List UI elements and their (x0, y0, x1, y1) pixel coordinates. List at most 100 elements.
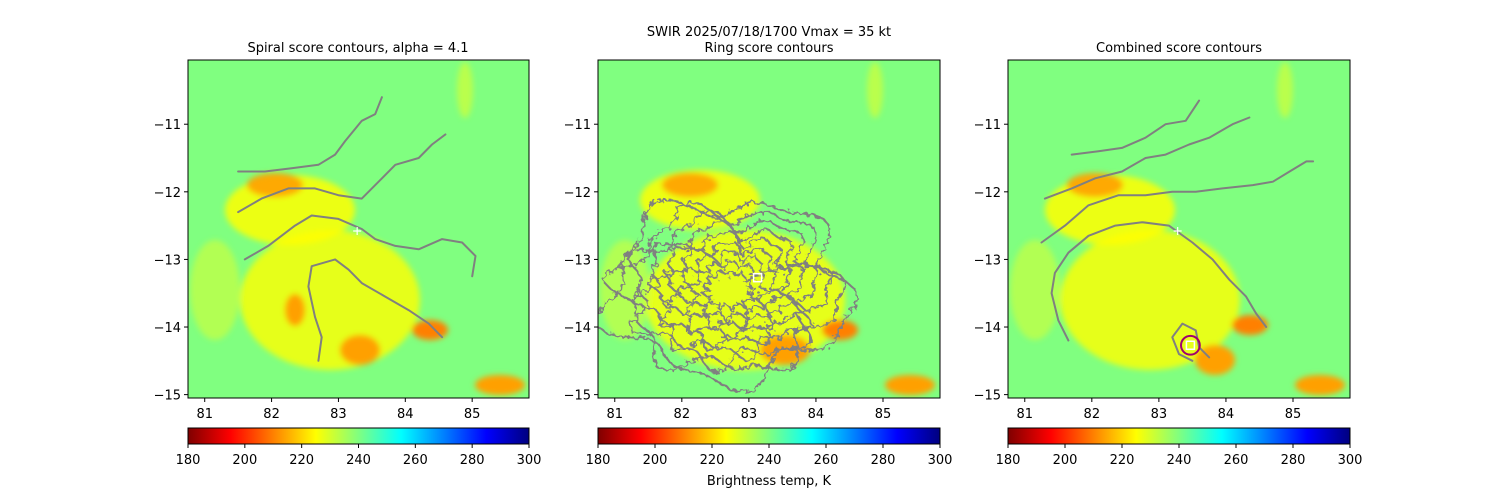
axes-frame-spiral (187, 59, 530, 399)
spiral-markers (353, 227, 362, 236)
contour-line (243, 214, 477, 278)
cloud-field-spiral (190, 62, 525, 395)
y-tick-label: −13 (564, 253, 591, 268)
axes-frame-combined (1007, 59, 1351, 399)
colorbar-ticks-spiral: 180 200 220 240 260 280 300 (176, 444, 542, 468)
colorbar-tick-label: 280 (871, 453, 896, 468)
x-tick-label: 81 (196, 407, 213, 422)
colorbar-tick-label: 300 (928, 453, 953, 468)
colorbar-tick-label: 180 (176, 453, 201, 468)
x-tick-label: 85 (464, 407, 481, 422)
spiral-ticks: 81 82 83 84 85 −11 −12 −13 −14 −15 (154, 118, 481, 422)
colorbar-tick-label: 240 (346, 453, 371, 468)
contour-line (307, 258, 444, 362)
ring-contours (598, 198, 860, 393)
x-tick-label: 82 (674, 407, 691, 422)
y-tick-label: −15 (564, 389, 591, 404)
x-tick-label: 85 (875, 407, 892, 422)
contour-line (237, 133, 447, 214)
panel-ring: Ring score contours 81 82 83 84 85 −11 −12 −13 −… (564, 41, 953, 489)
x-tick-label: 84 (1218, 407, 1235, 422)
center-circle (1180, 334, 1201, 356)
colorbar-tick-label: 260 (814, 453, 839, 468)
axes-frame-ring (597, 59, 941, 399)
ring-contour-line (673, 249, 784, 333)
panel-spiral: Spiral score contours, alpha = 4.1 81 82 8… (154, 41, 542, 468)
spiral-contours (237, 96, 477, 362)
ring-contour-line (688, 258, 771, 323)
x-tick-label: 83 (741, 407, 758, 422)
y-tick-label: −13 (974, 253, 1001, 268)
colorbar-label: Brightness temp, K (707, 474, 832, 489)
colorbar-tick-label: 300 (517, 453, 542, 468)
colorbar-ring (597, 427, 941, 445)
ring-contour-line (631, 218, 820, 362)
contour-line (1040, 160, 1315, 244)
colorbar-tick-label: 180 (586, 453, 611, 468)
colorbar-tick-label: 260 (403, 453, 428, 468)
y-tick-label: −14 (564, 321, 591, 336)
x-tick-label: 83 (330, 407, 347, 422)
panel-combined: Combined score contours 81 82 83 84 85 −11 −12… (974, 41, 1363, 468)
contour-line (1050, 221, 1268, 342)
contour-line (1043, 116, 1251, 200)
colorbar-spiral (187, 427, 530, 445)
contour-line (237, 96, 383, 173)
panel-title-ring: Ring score contours (704, 41, 833, 56)
combined-markers (1173, 227, 1201, 356)
x-tick-label: 84 (808, 407, 825, 422)
y-tick-label: −12 (974, 186, 1001, 201)
x-tick-label: 83 (1151, 407, 1168, 422)
plus-marker (353, 227, 362, 236)
y-tick-label: −11 (564, 118, 591, 133)
y-tick-label: −11 (154, 118, 181, 133)
y-tick-label: −13 (154, 253, 181, 268)
x-tick-label: 85 (1285, 407, 1302, 422)
colorbar-tick-label: 220 (1110, 453, 1135, 468)
ring-contour-line (661, 240, 797, 343)
x-tick-label: 84 (397, 407, 414, 422)
colorbar-tick-label: 200 (643, 453, 668, 468)
colorbar-tick-label: 260 (1224, 453, 1249, 468)
figure-title: SWIR 2025/07/18/1700 Vmax = 35 kt (647, 25, 891, 40)
ring-contour-line (646, 229, 808, 353)
colorbar-ticks-ring: 180 200 220 240 260 280 300 (586, 444, 953, 468)
y-tick-label: −15 (974, 389, 1001, 404)
y-tick-label: −14 (154, 321, 181, 336)
x-tick-label: 81 (1016, 407, 1033, 422)
square-marker (1185, 340, 1196, 351)
combined-ticks: 81 82 83 84 85 −11 −12 −13 −14 −15 (974, 118, 1302, 422)
y-tick-label: −12 (154, 186, 181, 201)
ring-contour-line (598, 198, 860, 393)
colorbar-tick-label: 300 (1338, 453, 1363, 468)
y-tick-label: −11 (974, 118, 1001, 133)
colorbar-tick-label: 220 (289, 453, 314, 468)
square-marker (752, 272, 763, 283)
colorbar-tick-label: 240 (1167, 453, 1192, 468)
colorbar-tick-label: 180 (996, 453, 1021, 468)
y-tick-label: −14 (974, 321, 1001, 336)
panel-title-combined: Combined score contours (1096, 41, 1262, 56)
y-tick-label: −12 (564, 186, 591, 201)
colorbar-ticks-combined: 180 200 220 240 260 280 300 (996, 444, 1363, 468)
colorbar-tick-label: 280 (1281, 453, 1306, 468)
ring-markers (752, 272, 763, 283)
colorbar-combined (1007, 427, 1351, 445)
ring-contour-line (626, 208, 834, 374)
x-tick-label: 82 (263, 407, 280, 422)
y-tick-label: −15 (154, 389, 181, 404)
colorbar-tick-label: 200 (1053, 453, 1078, 468)
ring-contour-line (602, 201, 848, 372)
x-tick-label: 82 (1084, 407, 1101, 422)
colorbar-tick-label: 280 (460, 453, 485, 468)
colorbar-tick-label: 200 (232, 453, 257, 468)
contour-line (1070, 99, 1201, 156)
x-tick-label: 81 (606, 407, 623, 422)
panel-title-spiral: Spiral score contours, alpha = 4.1 (247, 41, 468, 56)
plus-marker (1173, 227, 1182, 236)
colorbar-tick-label: 220 (700, 453, 725, 468)
colorbar-tick-label: 240 (757, 453, 782, 468)
ring-contour-line (700, 269, 758, 312)
ring-ticks: 81 82 83 84 85 −11 −12 −13 −14 −15 (564, 118, 892, 422)
